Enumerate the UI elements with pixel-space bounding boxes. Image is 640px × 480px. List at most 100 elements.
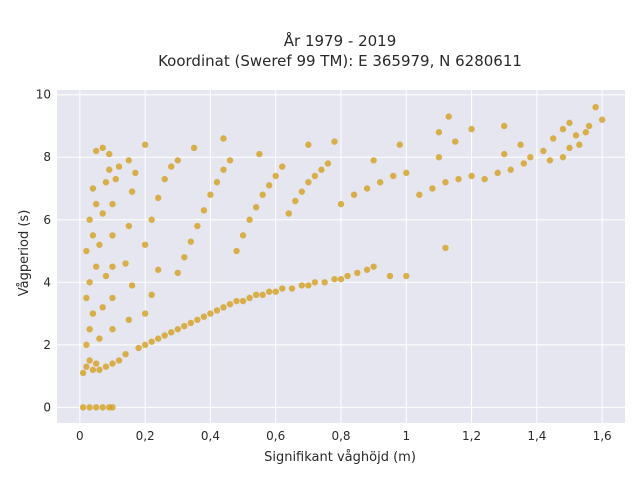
data-point — [106, 150, 113, 158]
data-point — [141, 241, 149, 248]
data-point — [122, 351, 129, 358]
data-point — [109, 263, 116, 270]
data-point — [83, 247, 90, 255]
data-point — [527, 154, 534, 161]
data-point — [259, 291, 266, 299]
data-point — [102, 272, 110, 280]
data-point — [86, 325, 93, 333]
data-point — [324, 160, 332, 167]
data-point — [154, 194, 162, 202]
data-point — [265, 288, 273, 295]
data-point — [429, 185, 436, 192]
x-tick-label: 1,6 — [593, 429, 612, 443]
data-point — [390, 172, 397, 180]
data-point — [350, 191, 358, 198]
x-tick-label: 1,4 — [527, 429, 546, 443]
data-point — [363, 266, 371, 273]
data-point — [239, 297, 247, 305]
y-tick-label: 10 — [36, 88, 51, 102]
data-point — [194, 222, 201, 230]
data-point — [213, 179, 221, 186]
data-point — [288, 285, 296, 292]
data-point — [403, 272, 410, 280]
data-point — [468, 125, 475, 133]
data-point — [246, 294, 253, 302]
data-point — [89, 310, 97, 317]
data-point — [344, 272, 351, 280]
data-point — [279, 285, 286, 292]
x-tick-label: 0,4 — [201, 429, 220, 443]
data-point — [442, 244, 449, 252]
x-tick-label: 1 — [402, 429, 410, 443]
data-point — [92, 263, 100, 270]
data-point — [122, 260, 129, 267]
data-point — [598, 116, 606, 123]
data-point — [92, 200, 100, 208]
data-point — [109, 200, 116, 208]
data-point — [376, 179, 384, 186]
data-point — [292, 197, 299, 205]
y-tick-label: 8 — [43, 150, 51, 164]
data-point — [582, 129, 590, 136]
data-point — [187, 238, 195, 245]
data-point — [174, 325, 181, 333]
data-point — [161, 175, 168, 183]
data-point — [337, 200, 345, 208]
data-point — [445, 113, 452, 120]
y-tick-label: 6 — [43, 213, 51, 227]
data-point — [200, 207, 208, 214]
y-tick-labels: 0 2 4 6 8 10 — [36, 88, 51, 415]
data-point — [354, 269, 361, 277]
data-point — [442, 179, 449, 186]
data-point — [272, 288, 279, 295]
data-point — [194, 316, 201, 324]
y-axis-label: Vågperiod (s) — [17, 210, 32, 297]
data-point — [256, 150, 263, 158]
x-gridlines — [79, 90, 603, 423]
data-point — [125, 316, 133, 324]
data-point — [331, 275, 338, 283]
data-point — [86, 216, 93, 223]
data-point — [285, 210, 292, 217]
data-point — [92, 147, 100, 155]
data-point — [89, 366, 97, 374]
data-point — [481, 175, 488, 183]
data-point — [102, 363, 110, 370]
data-point — [370, 263, 377, 270]
data-point — [109, 325, 116, 333]
data-point — [109, 232, 116, 239]
data-point — [233, 247, 240, 255]
data-point — [321, 279, 328, 286]
data-point — [559, 154, 567, 161]
data-point — [455, 175, 462, 183]
data-point — [96, 241, 103, 248]
data-point — [92, 404, 100, 411]
data-point — [592, 103, 599, 111]
data-point — [517, 141, 524, 148]
data-point — [181, 254, 188, 261]
data-point — [200, 313, 208, 320]
x-tick-label: 0,8 — [331, 429, 350, 443]
data-point — [128, 282, 136, 289]
data-point — [311, 172, 319, 180]
data-point — [86, 404, 93, 411]
data-point — [161, 332, 168, 339]
data-point — [168, 163, 175, 170]
data-point — [83, 363, 90, 370]
data-point — [252, 204, 260, 211]
data-point — [233, 297, 240, 305]
data-point — [546, 157, 554, 164]
data-point — [396, 141, 403, 148]
data-point — [83, 341, 90, 349]
data-point — [96, 335, 103, 342]
data-point — [220, 135, 227, 142]
x-tick-label: 0 — [76, 429, 84, 443]
data-point — [187, 319, 195, 327]
data-point — [468, 172, 475, 180]
data-point — [403, 169, 410, 177]
data-point — [549, 135, 557, 142]
data-point — [99, 304, 106, 311]
data-point — [494, 169, 501, 177]
data-point — [520, 160, 528, 167]
